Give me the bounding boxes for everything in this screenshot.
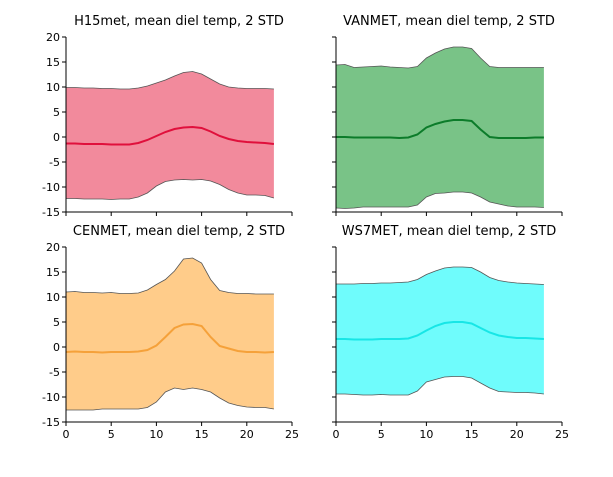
lower-bound-line [66, 179, 275, 200]
x-tick-label: 20 [510, 428, 524, 441]
y-tick-label: 5 [53, 106, 60, 119]
std-band-area [336, 267, 544, 395]
y-tick-label: 0 [53, 131, 60, 144]
y-tick-label: 0 [53, 341, 60, 354]
y-tick-label: 10 [46, 81, 60, 94]
x-tick-label: 5 [108, 428, 115, 441]
panel-vanmet: VANMET, mean diel temp, 2 STD [332, 14, 563, 216]
y-tick-label: -10 [42, 391, 60, 404]
panel-title: CENMET, mean diel temp, 2 STD [73, 224, 285, 239]
upper-bound-line [66, 71, 274, 90]
x-tick-label: 5 [378, 428, 385, 441]
lower-bound-line [66, 387, 274, 411]
lower-bound-line [335, 191, 544, 209]
std-band-area [66, 258, 274, 410]
y-tick-label: -15 [42, 206, 60, 219]
y-tick-label: 10 [46, 291, 60, 304]
upper-bound-line [65, 257, 274, 295]
x-tick-label: 0 [333, 428, 340, 441]
std-band-area [336, 47, 544, 209]
x-tick-label: 25 [555, 428, 569, 441]
x-tick-label: 10 [149, 428, 163, 441]
panel-ws7met: 0 5 10 15 20 25 WS7MET, mean diel temp, 2 STD [332, 224, 569, 441]
x-tick-label: 25 [285, 428, 299, 441]
panel-h15met: -15 -10 -5 0 5 10 15 20 H15met, mean diel temp, … [42, 14, 293, 219]
x-tick-label: 15 [195, 428, 209, 441]
panel-cenmet: -15 -10 -5 0 5 10 15 20 0 5 10 15 20 25 CENMET, mean d… [42, 224, 299, 441]
y-tick-label: -5 [49, 156, 60, 169]
y-tick-label: -15 [42, 416, 60, 429]
y-tick-label: 20 [46, 241, 60, 254]
mean-line [65, 322, 274, 354]
mean-line [66, 125, 275, 146]
y-tick-label: -10 [42, 181, 60, 194]
panel-title: WS7MET, mean diel temp, 2 STD [342, 224, 557, 239]
y-tick-label: 15 [46, 56, 60, 69]
upper-bound-line [335, 46, 544, 69]
x-tick-label: 20 [240, 428, 254, 441]
std-band-area [66, 71, 274, 200]
y-tick-label: -5 [49, 366, 60, 379]
y-tick-label: 5 [53, 316, 60, 329]
x-tick-label: 15 [465, 428, 479, 441]
x-tick-label: 0 [63, 428, 70, 441]
panel-title: H15met, mean diel temp, 2 STD [74, 14, 284, 29]
lower-bound-line [336, 376, 544, 396]
panel-title: VANMET, mean diel temp, 2 STD [343, 14, 555, 29]
mean-line [336, 321, 544, 341]
mean-line [336, 119, 544, 140]
y-tick-label: 20 [46, 31, 60, 44]
x-tick-label: 10 [419, 428, 433, 441]
y-tick-label: 15 [46, 266, 60, 279]
upper-bound-line [336, 266, 544, 285]
